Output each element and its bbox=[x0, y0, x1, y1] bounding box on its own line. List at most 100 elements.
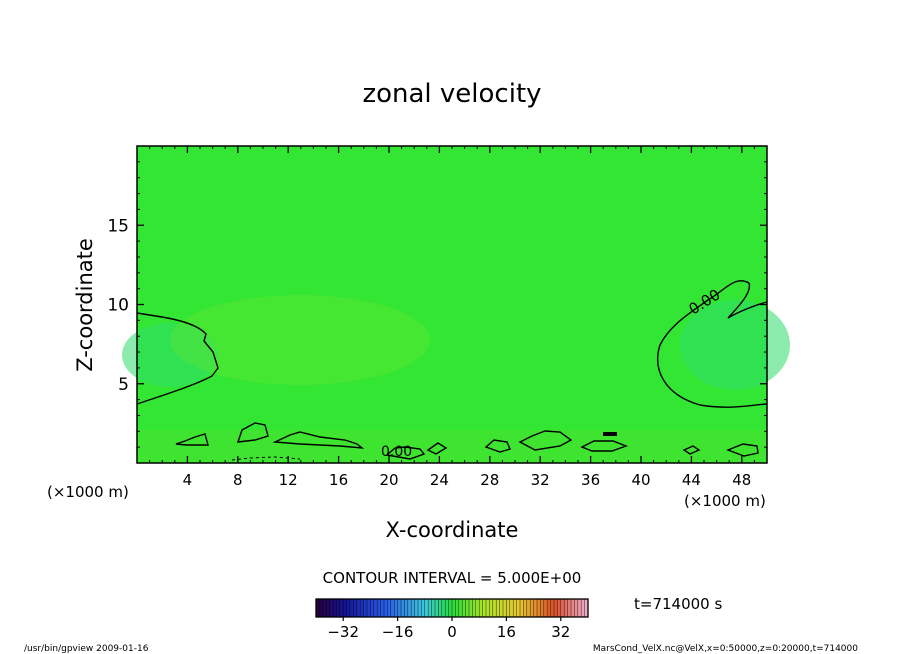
x-unit-label-right: (×1000 m) bbox=[684, 492, 766, 510]
colorbar-tick-label: −16 bbox=[382, 623, 414, 641]
colorbar-segment bbox=[550, 599, 555, 617]
x-axis-label: X-coordinate bbox=[386, 518, 519, 542]
x-tick-label: 24 bbox=[430, 471, 449, 489]
contour-label: 0.00 bbox=[381, 444, 412, 460]
colorbar-segment bbox=[438, 599, 443, 617]
x-tick-label: 32 bbox=[531, 471, 550, 489]
colorbar-segment bbox=[540, 599, 545, 617]
colorbar-tick-label: 32 bbox=[551, 623, 570, 641]
colorbar-segment bbox=[333, 599, 337, 617]
field-shade-center bbox=[170, 295, 430, 385]
contour-line bbox=[385, 446, 426, 460]
colorbar-segment bbox=[452, 599, 456, 617]
colorbar-segment bbox=[384, 599, 388, 617]
colorbar-segment bbox=[363, 599, 368, 617]
contour-line bbox=[657, 280, 768, 408]
y-tick-label: 5 bbox=[118, 375, 129, 395]
colorbar-segment bbox=[469, 599, 473, 617]
colorbar-segment bbox=[533, 599, 538, 617]
contour-line bbox=[580, 440, 629, 452]
colorbar-segment bbox=[370, 599, 375, 617]
x-tick-label: 12 bbox=[279, 471, 298, 489]
colorbar-segment bbox=[336, 599, 341, 617]
x-tick-label: 8 bbox=[233, 471, 243, 489]
contour-line-dashed bbox=[231, 456, 301, 461]
colorbar-segment bbox=[401, 599, 405, 617]
x-tick-label: 16 bbox=[329, 471, 348, 489]
colorbar-segment bbox=[394, 599, 398, 617]
colorbar: −32 −16 0 16 32 bbox=[315, 598, 589, 641]
colorbar-segment bbox=[390, 599, 395, 617]
contour-line bbox=[175, 433, 209, 446]
x-tick-label: 36 bbox=[581, 471, 600, 489]
x-tick-label: 40 bbox=[631, 471, 650, 489]
colorbar-tick-label: −32 bbox=[327, 623, 359, 641]
footer-left-text: /usr/bin/gpview 2009-01-16 bbox=[24, 644, 149, 654]
colorbar-segment bbox=[397, 599, 402, 617]
colorbar-segment bbox=[584, 599, 589, 617]
colorbar-segment bbox=[503, 599, 507, 617]
colorbar-segment bbox=[353, 599, 358, 617]
colorbar-segment bbox=[577, 599, 582, 617]
colorbar-segment bbox=[526, 599, 531, 617]
colorbar-segment bbox=[581, 599, 585, 617]
y-tick-label: 15 bbox=[107, 216, 129, 236]
colorbar-segment bbox=[339, 599, 344, 617]
colorbar-segment bbox=[356, 599, 361, 617]
colorbar-segment bbox=[380, 599, 385, 617]
colorbar-segment bbox=[441, 599, 446, 617]
colorbar-segment bbox=[513, 599, 517, 617]
colorbar-segment bbox=[387, 599, 392, 617]
colorbar-segment bbox=[407, 599, 412, 617]
colorbar-segment bbox=[316, 599, 320, 617]
colorbar-segment bbox=[329, 599, 334, 617]
colorbar-segment bbox=[455, 599, 460, 617]
colorbar-segment bbox=[486, 599, 490, 617]
colorbar-segment bbox=[322, 599, 327, 617]
contour-line bbox=[426, 442, 448, 455]
x-tick-label: 44 bbox=[682, 471, 701, 489]
x-tick-label: 20 bbox=[379, 471, 398, 489]
field-shade-right bbox=[680, 300, 790, 390]
colorbar-segment bbox=[418, 599, 422, 617]
colorbar-segment bbox=[411, 599, 415, 617]
colorbar-tick-label: 0 bbox=[447, 623, 457, 641]
x-tick-label: 28 bbox=[480, 471, 499, 489]
colorbar-segment bbox=[489, 599, 494, 617]
contour-line bbox=[272, 431, 365, 449]
colorbar-segment bbox=[547, 599, 551, 617]
colorbar-segment bbox=[448, 599, 453, 617]
colorbar-segment bbox=[445, 599, 449, 617]
colorbar-segment bbox=[530, 599, 534, 617]
colorbar-segment bbox=[428, 599, 432, 617]
contour-line bbox=[484, 439, 511, 453]
colorbar-segment bbox=[472, 599, 477, 617]
contour-interval-text: CONTOUR INTERVAL = 5.000E+00 bbox=[323, 569, 582, 587]
colorbar-segment bbox=[499, 599, 504, 617]
colorbar-segment bbox=[475, 599, 480, 617]
colorbar-segment bbox=[343, 599, 347, 617]
footer-right-text: MarsCond_VelX.nc@VelX,x=0:50000,z=0:2000… bbox=[593, 644, 858, 654]
x-tick-label: 4 bbox=[183, 471, 193, 489]
contour-line bbox=[727, 282, 768, 319]
colorbar-segment bbox=[571, 599, 575, 617]
colorbar-segment bbox=[520, 599, 524, 617]
field-shade-left bbox=[122, 323, 218, 387]
contour-small-mark bbox=[603, 432, 617, 436]
colorbar-segment bbox=[319, 599, 324, 617]
colorbar-segment bbox=[458, 599, 463, 617]
y-tick-label: 10 bbox=[107, 296, 129, 316]
x-tick-label: 48 bbox=[732, 471, 751, 489]
colorbar-segment bbox=[560, 599, 565, 617]
colorbar-segment bbox=[465, 599, 470, 617]
colorbar-segment bbox=[326, 599, 330, 617]
colorbar-segment bbox=[367, 599, 371, 617]
colorbar-segment bbox=[516, 599, 521, 617]
colorbar-tick-label: 16 bbox=[497, 623, 516, 641]
colorbar-segment bbox=[543, 599, 548, 617]
colorbar-segment bbox=[421, 599, 426, 617]
colorbar-segment bbox=[537, 599, 541, 617]
time-text: t=714000 s bbox=[634, 595, 722, 613]
